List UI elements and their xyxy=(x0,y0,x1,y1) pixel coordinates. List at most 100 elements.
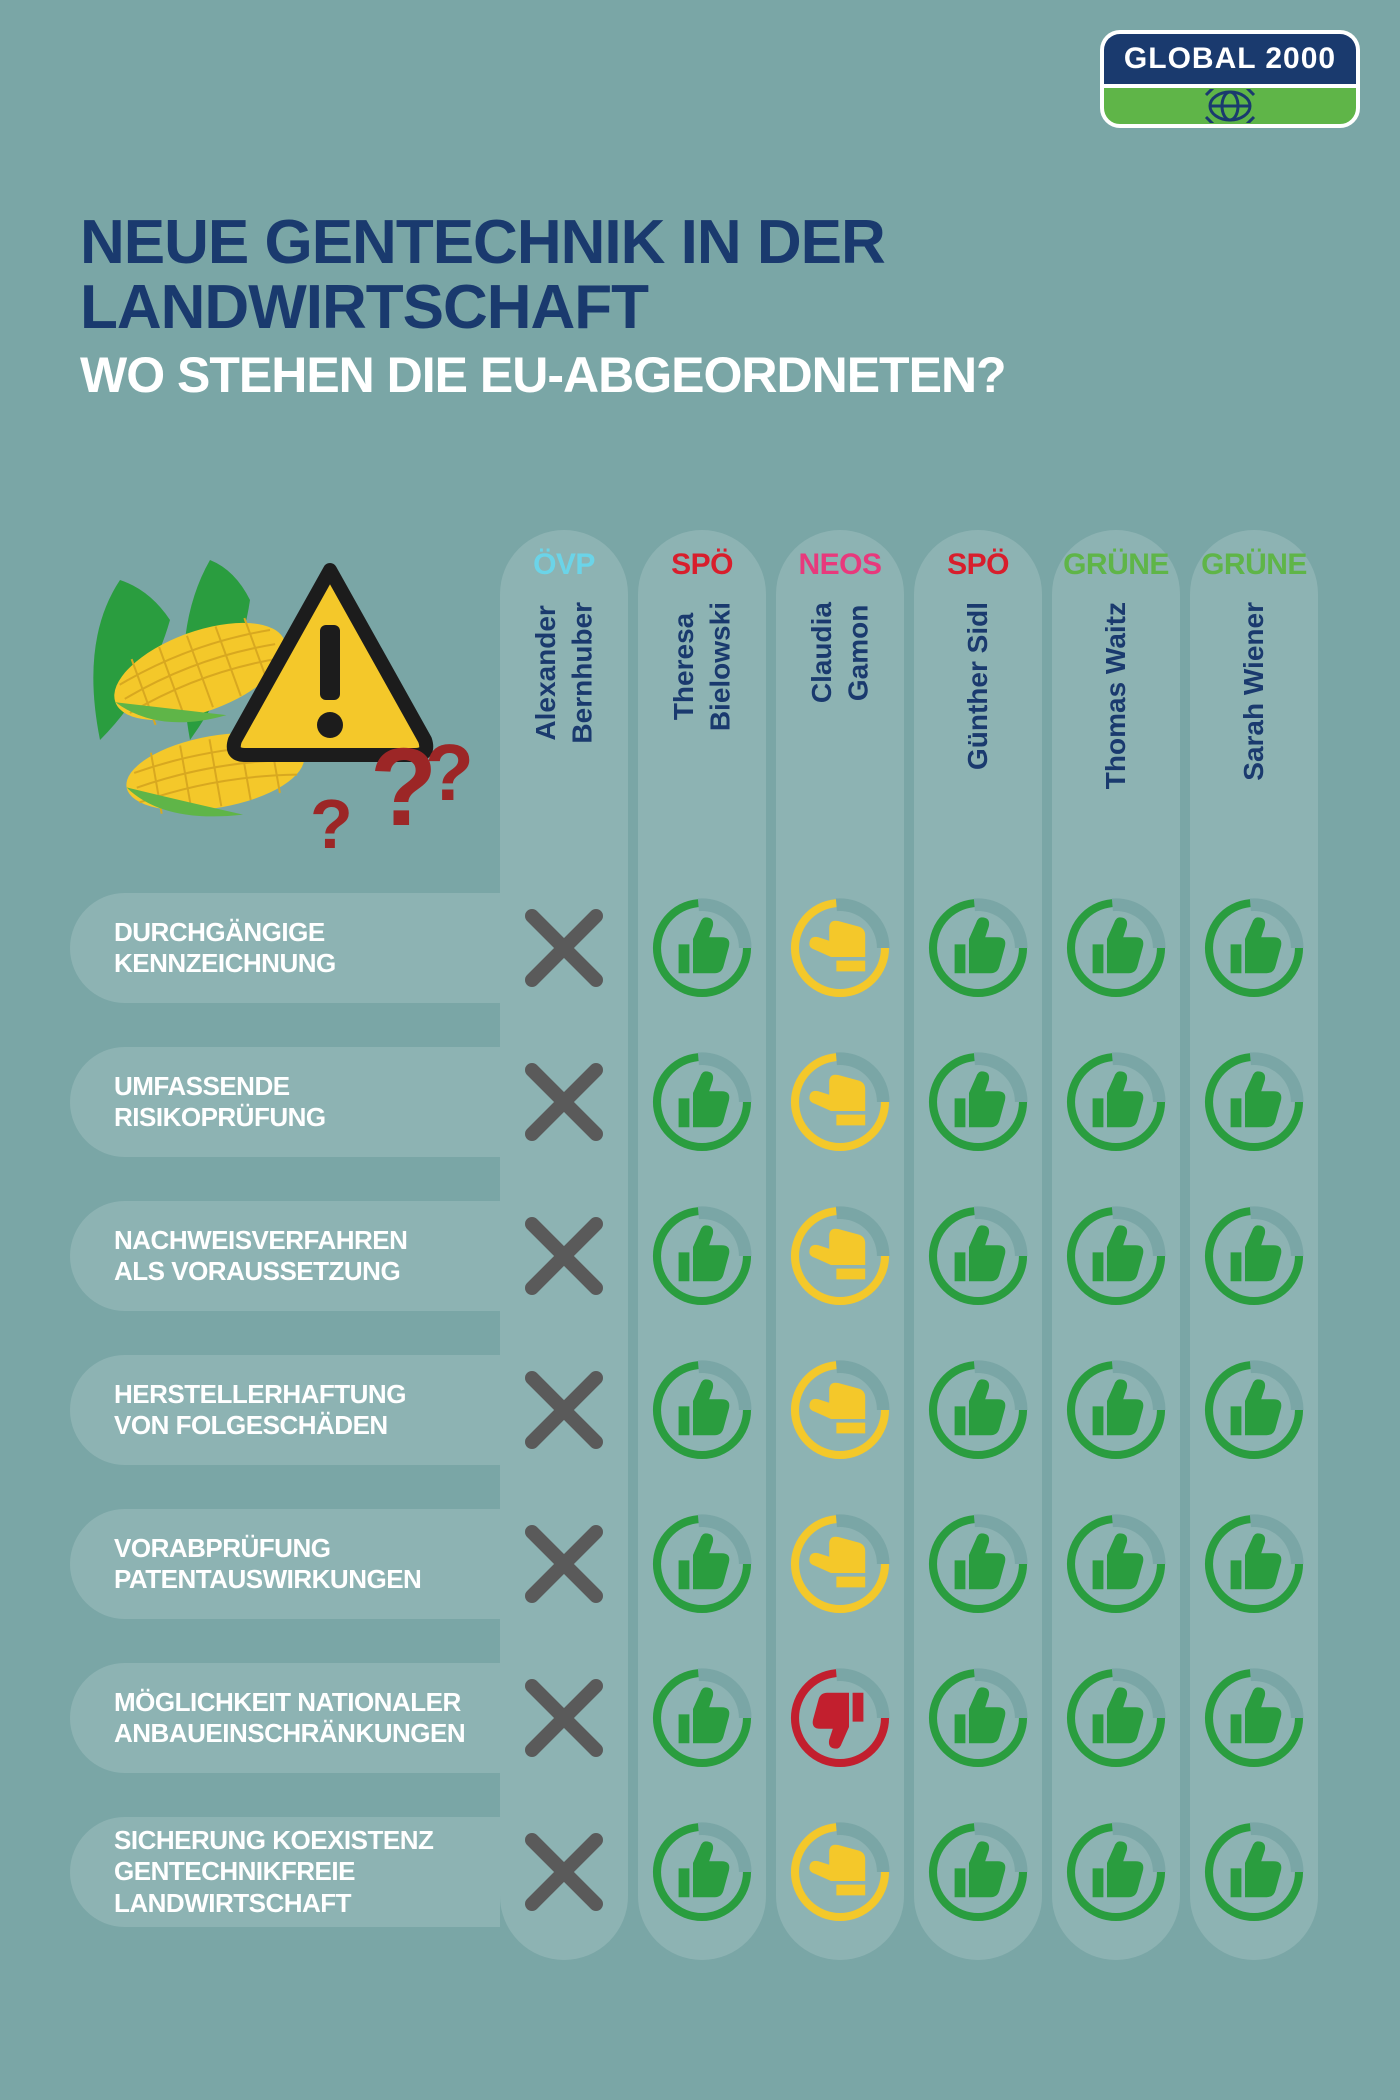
table-cell xyxy=(500,1806,628,1938)
table-cell xyxy=(638,1190,766,1322)
party-label: GRÜNE xyxy=(1190,548,1318,582)
column-header: SPÖ TheresaBielowski xyxy=(638,548,766,789)
row-label: NACHWEISVERFAHRENALS VORAUSSETZUNG xyxy=(114,1225,407,1287)
table-cell xyxy=(1190,1806,1318,1938)
table-cell xyxy=(1190,1190,1318,1322)
table-cell xyxy=(914,1344,1042,1476)
x-icon xyxy=(522,1830,606,1914)
thumb-up-green-icon xyxy=(648,1664,756,1772)
table-row: NACHWEISVERFAHRENALS VORAUSSETZUNG xyxy=(70,1190,1330,1322)
table-cell xyxy=(776,1652,904,1784)
table-cell xyxy=(638,1806,766,1938)
mep-name: TheresaBielowski xyxy=(666,602,739,731)
table-cell xyxy=(1190,1344,1318,1476)
table-cell xyxy=(914,1652,1042,1784)
table-row: DURCHGÄNGIGEKENNZEICHNUNG xyxy=(70,882,1330,1014)
row-label: SICHERUNG KOEXISTENZGENTECHNIKFREIELANDW… xyxy=(114,1825,433,1919)
table-cell xyxy=(776,1190,904,1322)
mep-name: Günther Sidl xyxy=(960,602,996,770)
thumb-up-green-icon xyxy=(924,1356,1032,1464)
table-cell xyxy=(500,1344,628,1476)
column-header: NEOS ClaudiaGamon xyxy=(776,548,904,789)
party-label: NEOS xyxy=(776,548,904,582)
table-cell xyxy=(638,1652,766,1784)
table-cell xyxy=(500,1190,628,1322)
table-cell xyxy=(1190,882,1318,1014)
thumb-up-green-icon xyxy=(924,1048,1032,1156)
table-cell xyxy=(776,1806,904,1938)
thumb-up-green-icon xyxy=(924,1510,1032,1618)
logo-globe xyxy=(1100,84,1360,128)
table-cell xyxy=(914,1190,1042,1322)
thumb-up-green-icon xyxy=(1200,1048,1308,1156)
thumb-up-green-icon xyxy=(1062,1202,1170,1310)
thumb-up-green-icon xyxy=(648,1202,756,1310)
row-label-wrap: SICHERUNG KOEXISTENZGENTECHNIKFREIELANDW… xyxy=(70,1817,500,1927)
mep-name: Sarah Wiener xyxy=(1236,602,1272,781)
thumb-up-green-icon xyxy=(1062,1664,1170,1772)
row-label-wrap: HERSTELLERHAFTUNGVON FOLGESCHÄDEN xyxy=(70,1355,500,1465)
x-icon xyxy=(522,1522,606,1606)
party-label: GRÜNE xyxy=(1052,548,1180,582)
table-cell xyxy=(914,1806,1042,1938)
table-cell xyxy=(1190,1036,1318,1168)
column-header: GRÜNE Sarah Wiener xyxy=(1190,548,1318,789)
table-cell xyxy=(914,1036,1042,1168)
thumb-up-green-icon xyxy=(1062,1048,1170,1156)
table-cell xyxy=(914,882,1042,1014)
x-icon xyxy=(522,1060,606,1144)
row-label-wrap: MÖGLICHKEIT NATIONALERANBAUEINSCHRÄNKUNG… xyxy=(70,1663,500,1773)
table-row: UMFASSENDERISIKOPRÜFUNG xyxy=(70,1036,1330,1168)
table-cell xyxy=(1190,1652,1318,1784)
thumb-up-green-icon xyxy=(1062,1818,1170,1926)
title-line2: LANDWIRTSCHAFT xyxy=(80,275,1320,340)
row-label: VORABPRÜFUNGPATENTAUSWIRKUNGEN xyxy=(114,1533,421,1595)
mep-name: ClaudiaGamon xyxy=(804,602,877,703)
table-cell xyxy=(1052,1806,1180,1938)
row-label-wrap: VORABPRÜFUNGPATENTAUSWIRKUNGEN xyxy=(70,1509,500,1619)
x-icon xyxy=(522,1676,606,1760)
table-row: SICHERUNG KOEXISTENZGENTECHNIKFREIELANDW… xyxy=(70,1806,1330,1938)
party-label: ÖVP xyxy=(500,548,628,582)
party-label: SPÖ xyxy=(638,548,766,582)
x-icon xyxy=(522,906,606,990)
header: NEUE GENTECHNIK IN DER LANDWIRTSCHAFT WO… xyxy=(80,210,1320,404)
row-label: DURCHGÄNGIGEKENNZEICHNUNG xyxy=(114,917,336,979)
thumb-up-green-icon xyxy=(648,1818,756,1926)
table-cell xyxy=(1190,1498,1318,1630)
column-header: SPÖGünther Sidl xyxy=(914,548,1042,789)
thumb-up-green-icon xyxy=(1200,1510,1308,1618)
thumb-up-green-icon xyxy=(1062,1510,1170,1618)
thumb-side-yellow-icon xyxy=(786,1048,894,1156)
thumb-up-green-icon xyxy=(1062,894,1170,1002)
table-cell xyxy=(500,882,628,1014)
x-icon xyxy=(522,1368,606,1452)
thumb-up-green-icon xyxy=(648,1048,756,1156)
thumb-up-green-icon xyxy=(1200,1356,1308,1464)
thumb-up-green-icon xyxy=(1200,894,1308,1002)
table-cell xyxy=(638,1344,766,1476)
thumb-side-yellow-icon xyxy=(786,894,894,1002)
table-cell xyxy=(776,1498,904,1630)
thumb-up-green-icon xyxy=(648,1356,756,1464)
logo-text: GLOBAL 2000 xyxy=(1100,30,1360,84)
row-label: UMFASSENDERISIKOPRÜFUNG xyxy=(114,1071,326,1133)
thumb-up-green-icon xyxy=(1200,1818,1308,1926)
table-cell xyxy=(1052,882,1180,1014)
table-cell xyxy=(638,882,766,1014)
table-cell xyxy=(500,1498,628,1630)
table-cell xyxy=(1052,1190,1180,1322)
thumb-up-green-icon xyxy=(648,1510,756,1618)
thumb-side-yellow-icon xyxy=(786,1202,894,1310)
row-label-wrap: UMFASSENDERISIKOPRÜFUNG xyxy=(70,1047,500,1157)
table-cell xyxy=(1052,1652,1180,1784)
column-header: GRÜNEThomas Waitz xyxy=(1052,548,1180,789)
row-label-wrap: NACHWEISVERFAHRENALS VORAUSSETZUNG xyxy=(70,1201,500,1311)
table-cell xyxy=(500,1652,628,1784)
thumb-down-red-icon xyxy=(786,1664,894,1772)
table-cell xyxy=(638,1036,766,1168)
corn-warning-illustration: ? ? ? xyxy=(60,540,480,860)
title-line1: NEUE GENTECHNIK IN DER xyxy=(80,210,1320,275)
row-label-wrap: DURCHGÄNGIGEKENNZEICHNUNG xyxy=(70,893,500,1003)
table-cell xyxy=(500,1036,628,1168)
